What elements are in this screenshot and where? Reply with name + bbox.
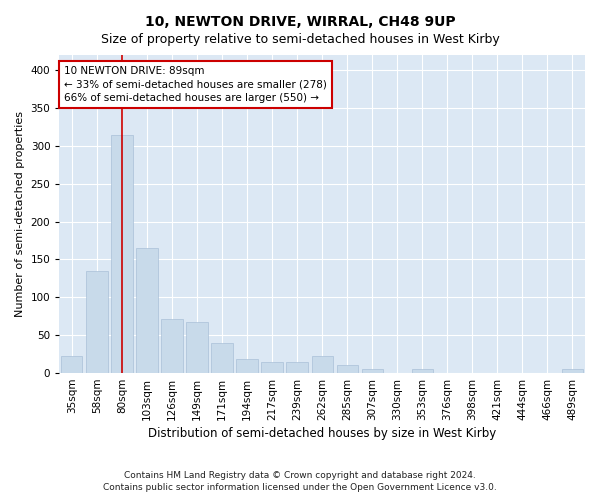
Text: 10 NEWTON DRIVE: 89sqm
← 33% of semi-detached houses are smaller (278)
66% of se: 10 NEWTON DRIVE: 89sqm ← 33% of semi-det… bbox=[64, 66, 327, 103]
Bar bbox=[86, 271, 107, 373]
Bar bbox=[61, 356, 82, 373]
Text: Contains HM Land Registry data © Crown copyright and database right 2024.
Contai: Contains HM Land Registry data © Crown c… bbox=[103, 471, 497, 492]
Text: 10, NEWTON DRIVE, WIRRAL, CH48 9UP: 10, NEWTON DRIVE, WIRRAL, CH48 9UP bbox=[145, 15, 455, 29]
X-axis label: Distribution of semi-detached houses by size in West Kirby: Distribution of semi-detached houses by … bbox=[148, 427, 496, 440]
Bar bbox=[111, 134, 133, 373]
Bar bbox=[311, 356, 333, 373]
Y-axis label: Number of semi-detached properties: Number of semi-detached properties bbox=[15, 111, 25, 317]
Bar bbox=[187, 322, 208, 373]
Bar bbox=[412, 370, 433, 373]
Bar bbox=[286, 362, 308, 373]
Bar bbox=[362, 370, 383, 373]
Bar bbox=[136, 248, 158, 373]
Bar bbox=[262, 362, 283, 373]
Bar bbox=[211, 343, 233, 373]
Bar bbox=[161, 318, 182, 373]
Bar bbox=[236, 360, 258, 373]
Bar bbox=[562, 370, 583, 373]
Bar bbox=[337, 364, 358, 373]
Text: Size of property relative to semi-detached houses in West Kirby: Size of property relative to semi-detach… bbox=[101, 32, 499, 46]
